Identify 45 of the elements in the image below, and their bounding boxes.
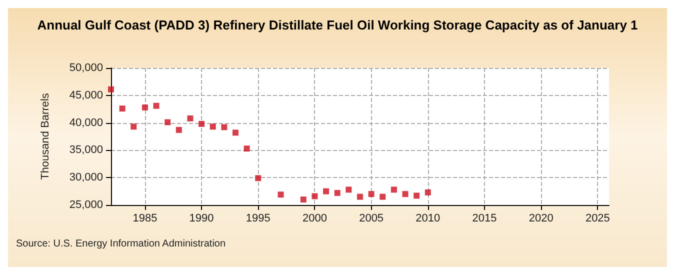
y-tick-label: 30,000 [69, 172, 103, 184]
x-tick-label: 2005 [359, 212, 384, 224]
x-tick-label: 2025 [585, 212, 610, 224]
point [255, 175, 262, 182]
point [346, 186, 352, 193]
point [232, 130, 238, 136]
y-tick-label: 45,000 [69, 89, 103, 102]
point [424, 189, 431, 196]
point [300, 196, 306, 203]
point [278, 192, 284, 198]
point [210, 124, 216, 130]
point [176, 126, 182, 133]
point [187, 115, 194, 122]
x-tick-label: 1990 [189, 212, 214, 224]
x-tick-label: 2015 [472, 212, 497, 224]
y-tick-label: 35,000 [69, 144, 103, 156]
y-axis-title: Thousand Barrels [40, 92, 52, 180]
point [380, 194, 386, 200]
point [130, 124, 137, 130]
x-tick-label: 2020 [528, 212, 554, 224]
x-tick-label: 1985 [132, 212, 158, 224]
point [323, 188, 330, 194]
point [221, 124, 228, 130]
point [119, 106, 126, 112]
point [414, 192, 420, 199]
point [357, 194, 363, 200]
point [244, 146, 250, 152]
x-tick-label: 1995 [246, 212, 270, 224]
y-tick-label: 25,000 [69, 199, 103, 211]
point [153, 102, 160, 109]
source-note: Source: U.S. Energy Information Administration [16, 238, 226, 250]
point [402, 191, 408, 198]
point [312, 193, 318, 200]
point [390, 186, 397, 193]
point [198, 120, 205, 127]
x-tick-label: 2000 [302, 212, 327, 224]
x-tick-label: 2010 [416, 212, 440, 224]
y-tick-label: 40,000 [69, 116, 103, 129]
point [142, 104, 148, 110]
point [108, 86, 114, 92]
point [334, 190, 340, 196]
chart-title: Annual Gulf Coast (PADD 3) Refinery Distillate Fuel Oil Working Storage Capacity as of January 1 [37, 18, 638, 32]
point [164, 119, 171, 126]
y-tick-label: 50,000 [69, 62, 103, 74]
point [368, 191, 374, 198]
